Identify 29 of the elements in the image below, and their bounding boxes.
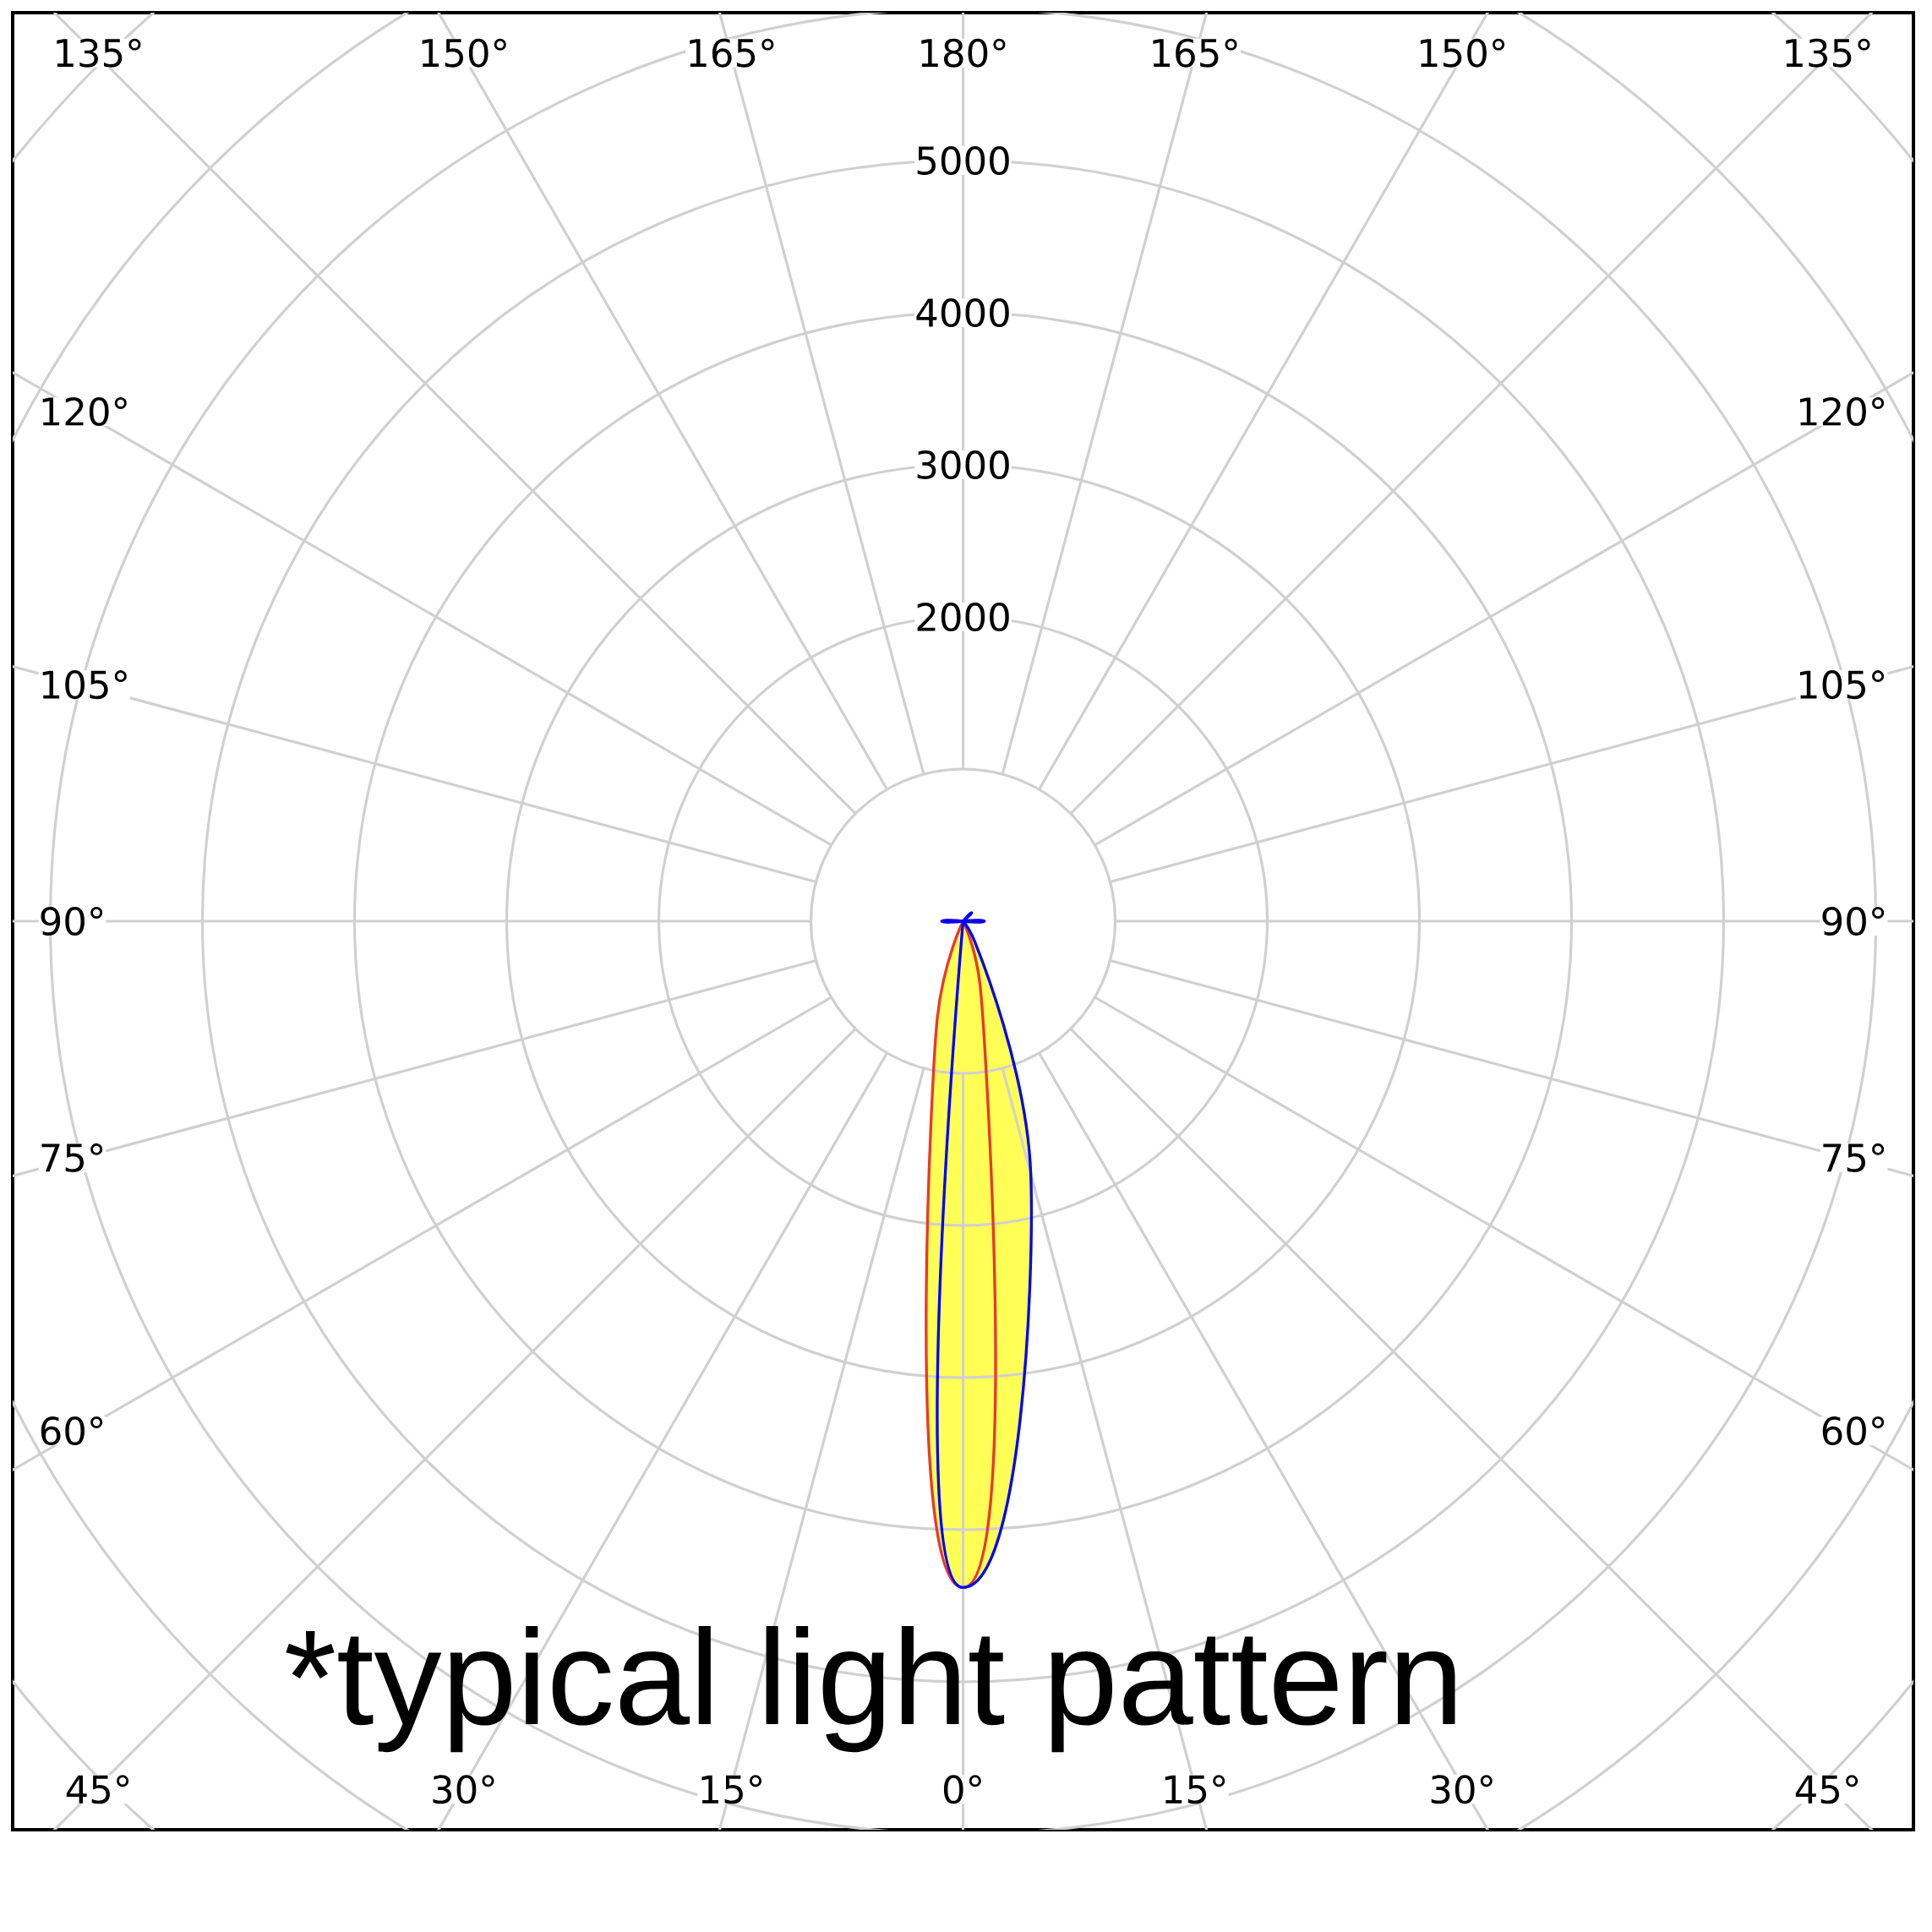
y-tick-label: 3000 <box>917 450 1009 480</box>
spoke-label: 180° <box>921 38 1006 68</box>
spoke-label: 165° <box>1153 38 1237 68</box>
spoke-label: 105° <box>1799 670 1885 700</box>
text: *typical light pattern <box>286 1626 1455 1753</box>
spoke-label: 15° <box>1165 1775 1225 1804</box>
y-tick-label: 4000 <box>916 297 1009 328</box>
spoke-label: 45° <box>66 1775 129 1804</box>
spoke-label: 90° <box>41 906 103 936</box>
spoke-label: 150° <box>422 38 506 68</box>
spoke-label: 105° <box>42 670 127 700</box>
spoke-label: 30° <box>433 1775 494 1804</box>
spoke-label: 150° <box>1420 38 1505 68</box>
spoke-label: 60° <box>41 1416 103 1446</box>
y-tick-label: 2000 <box>917 602 1009 632</box>
spoke-label: 165° <box>690 38 774 68</box>
spoke-label: 75° <box>1823 1143 1885 1172</box>
spoke-label: 135° <box>1786 38 1870 68</box>
spoke-label: 0° <box>943 1775 981 1804</box>
spoke-label: 75° <box>41 1143 103 1172</box>
spoke-label: 15° <box>701 1775 762 1804</box>
spoke-label: 135° <box>57 38 141 68</box>
spoke-label: 60° <box>1822 1416 1885 1446</box>
spoke-label: 90° <box>1822 906 1885 936</box>
spoke-label: 45° <box>1795 1775 1858 1804</box>
spoke-label: 120° <box>1799 396 1885 426</box>
spoke-label: 30° <box>1431 1775 1493 1804</box>
spoke-label: 120° <box>42 396 127 426</box>
y-tick-label: 5000 <box>917 145 1009 176</box>
